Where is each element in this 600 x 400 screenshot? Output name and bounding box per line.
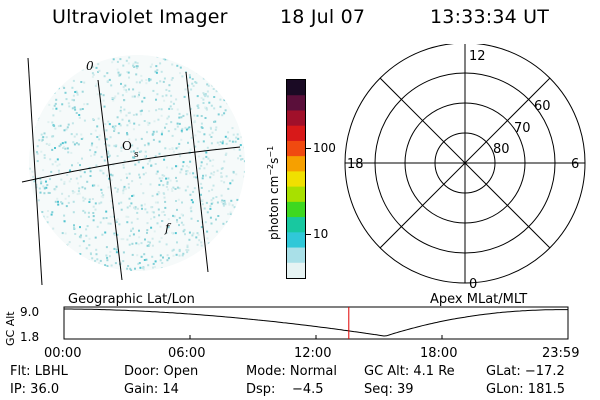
colorbar-tick-100: 100: [313, 141, 336, 155]
colorbar-band: [287, 217, 305, 233]
glon-field: GLon: 181.5: [486, 382, 566, 397]
mlt-label-6: 6: [571, 157, 579, 172]
colorbar-band: [287, 186, 305, 203]
lat-label-60: 60: [534, 99, 551, 114]
mode-field: Mode: Normal: [246, 364, 337, 379]
colorbar-tick-10: 10: [313, 227, 329, 241]
door-field: Door: Open: [124, 364, 199, 379]
time-label: 13:33:34 UT: [430, 6, 550, 28]
mlt-label-12: 12: [469, 49, 486, 64]
colorbar: [286, 79, 306, 279]
colorbar-band: [287, 247, 305, 264]
colorbar-band: [287, 80, 305, 96]
lon-line-3: [185, 71, 209, 273]
units-exp-2: −1: [266, 145, 275, 158]
dsp-field: Dsp: −4.5: [246, 382, 324, 397]
lat-label-80: 80: [493, 142, 510, 157]
colorbar-band: [287, 95, 305, 112]
units-exp-1: −2: [266, 163, 275, 176]
mlt-label-18: 18: [347, 157, 364, 172]
polar-diag-2: [379, 77, 551, 249]
x-tick-marks: [63, 335, 569, 339]
imager-disk: [29, 55, 245, 271]
gain-field: Gain: 14: [124, 382, 179, 397]
apex-label: Apex MLat/MLT: [430, 292, 528, 307]
instrument-title: Ultraviolet Imager: [52, 6, 228, 28]
geographic-label: Geographic Lat/Lon: [68, 292, 195, 307]
lat-line: [21, 146, 241, 183]
mlt-label-0: 0: [469, 277, 477, 292]
x-tick-0600: 06:00: [168, 346, 206, 361]
flt-field: Flt: LBHL: [10, 364, 68, 379]
date-label: 18 Jul 07: [280, 6, 366, 28]
colorbar-tickmark-100: [306, 148, 311, 149]
gc-alt-field: GC Alt: 4.1 Re: [364, 364, 455, 379]
colorbar-units-label: photon cm−2s−1: [266, 146, 281, 240]
colorbar-band: [287, 110, 305, 127]
ip-field: IP: 36.0: [10, 382, 60, 397]
colorbar-gradient: [287, 80, 305, 278]
x-tick-1200: 12:00: [294, 346, 332, 361]
x-tick-0000: 00:00: [44, 346, 82, 361]
colorbar-band: [287, 125, 305, 142]
seq-field: Seq: 39: [364, 382, 414, 397]
glyph-marker-3: s: [134, 150, 139, 160]
glyph-marker-4: f: [164, 221, 172, 235]
lon-line-1: [27, 57, 43, 286]
colorbar-band: [287, 201, 305, 218]
imager-panel: 0 O s f: [21, 55, 245, 286]
y-tick-1-8: 1.8: [20, 330, 40, 344]
lat-label-70: 70: [514, 121, 531, 136]
colorbar-band: [287, 262, 305, 278]
x-tick-2359: 23:59: [542, 346, 580, 361]
orbit-altitude-plot: [63, 306, 569, 340]
colorbar-band: [287, 232, 305, 249]
lon-line-2: [97, 79, 123, 281]
colorbar-tickmark-10: [306, 234, 311, 235]
colorbar-band: [287, 171, 305, 188]
glat-field: GLat: −17.2: [486, 364, 565, 379]
units-text: photon cm: [267, 175, 281, 240]
glyph-marker-2: O: [122, 139, 132, 153]
gc-alt-axis-label: GC Alt: [4, 311, 17, 346]
units-text-s: s: [267, 157, 281, 164]
plot-frame: [63, 306, 569, 340]
colorbar-band: [287, 156, 305, 172]
polar-plot: 12 18 6 0 60 70 80: [344, 44, 586, 292]
y-tick-9: 9.0: [20, 305, 40, 319]
altitude-curve: [64, 308, 568, 337]
colorbar-band: [287, 140, 305, 157]
x-tick-1800: 18:00: [420, 346, 458, 361]
glyph-marker-1: 0: [86, 59, 94, 73]
